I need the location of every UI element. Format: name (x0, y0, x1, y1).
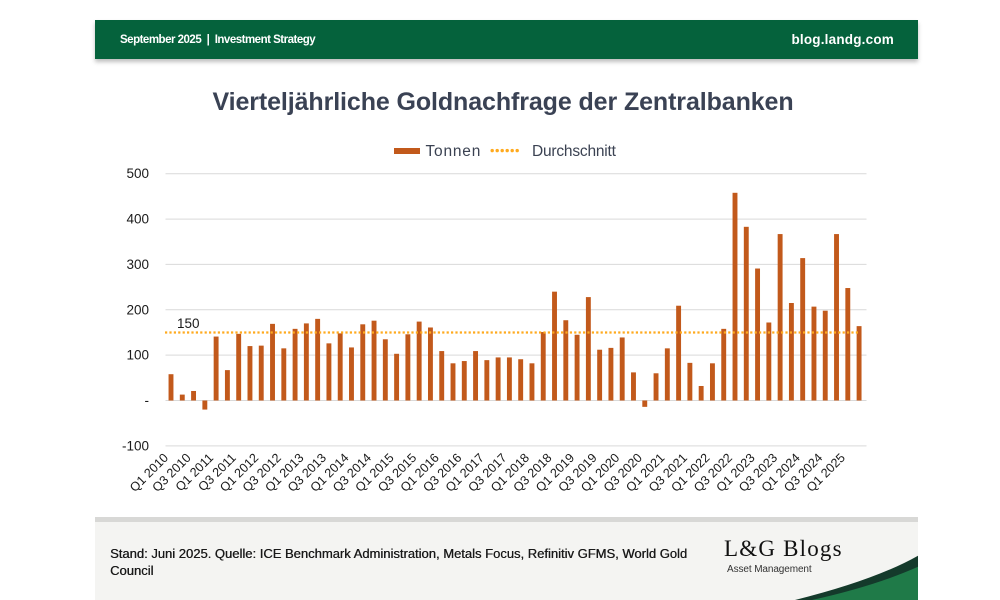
svg-text:300: 300 (126, 257, 149, 272)
svg-text:-100: -100 (122, 438, 149, 453)
svg-text:200: 200 (126, 302, 149, 317)
svg-text:500: 500 (126, 166, 149, 181)
svg-text:400: 400 (126, 212, 149, 227)
svg-text:-: - (145, 393, 150, 408)
svg-text:100: 100 (126, 348, 149, 363)
svg-text:150: 150 (177, 316, 200, 331)
